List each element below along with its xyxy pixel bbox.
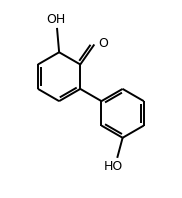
Text: HO: HO [103, 160, 123, 173]
Text: O: O [98, 37, 108, 50]
Text: OH: OH [46, 13, 66, 26]
